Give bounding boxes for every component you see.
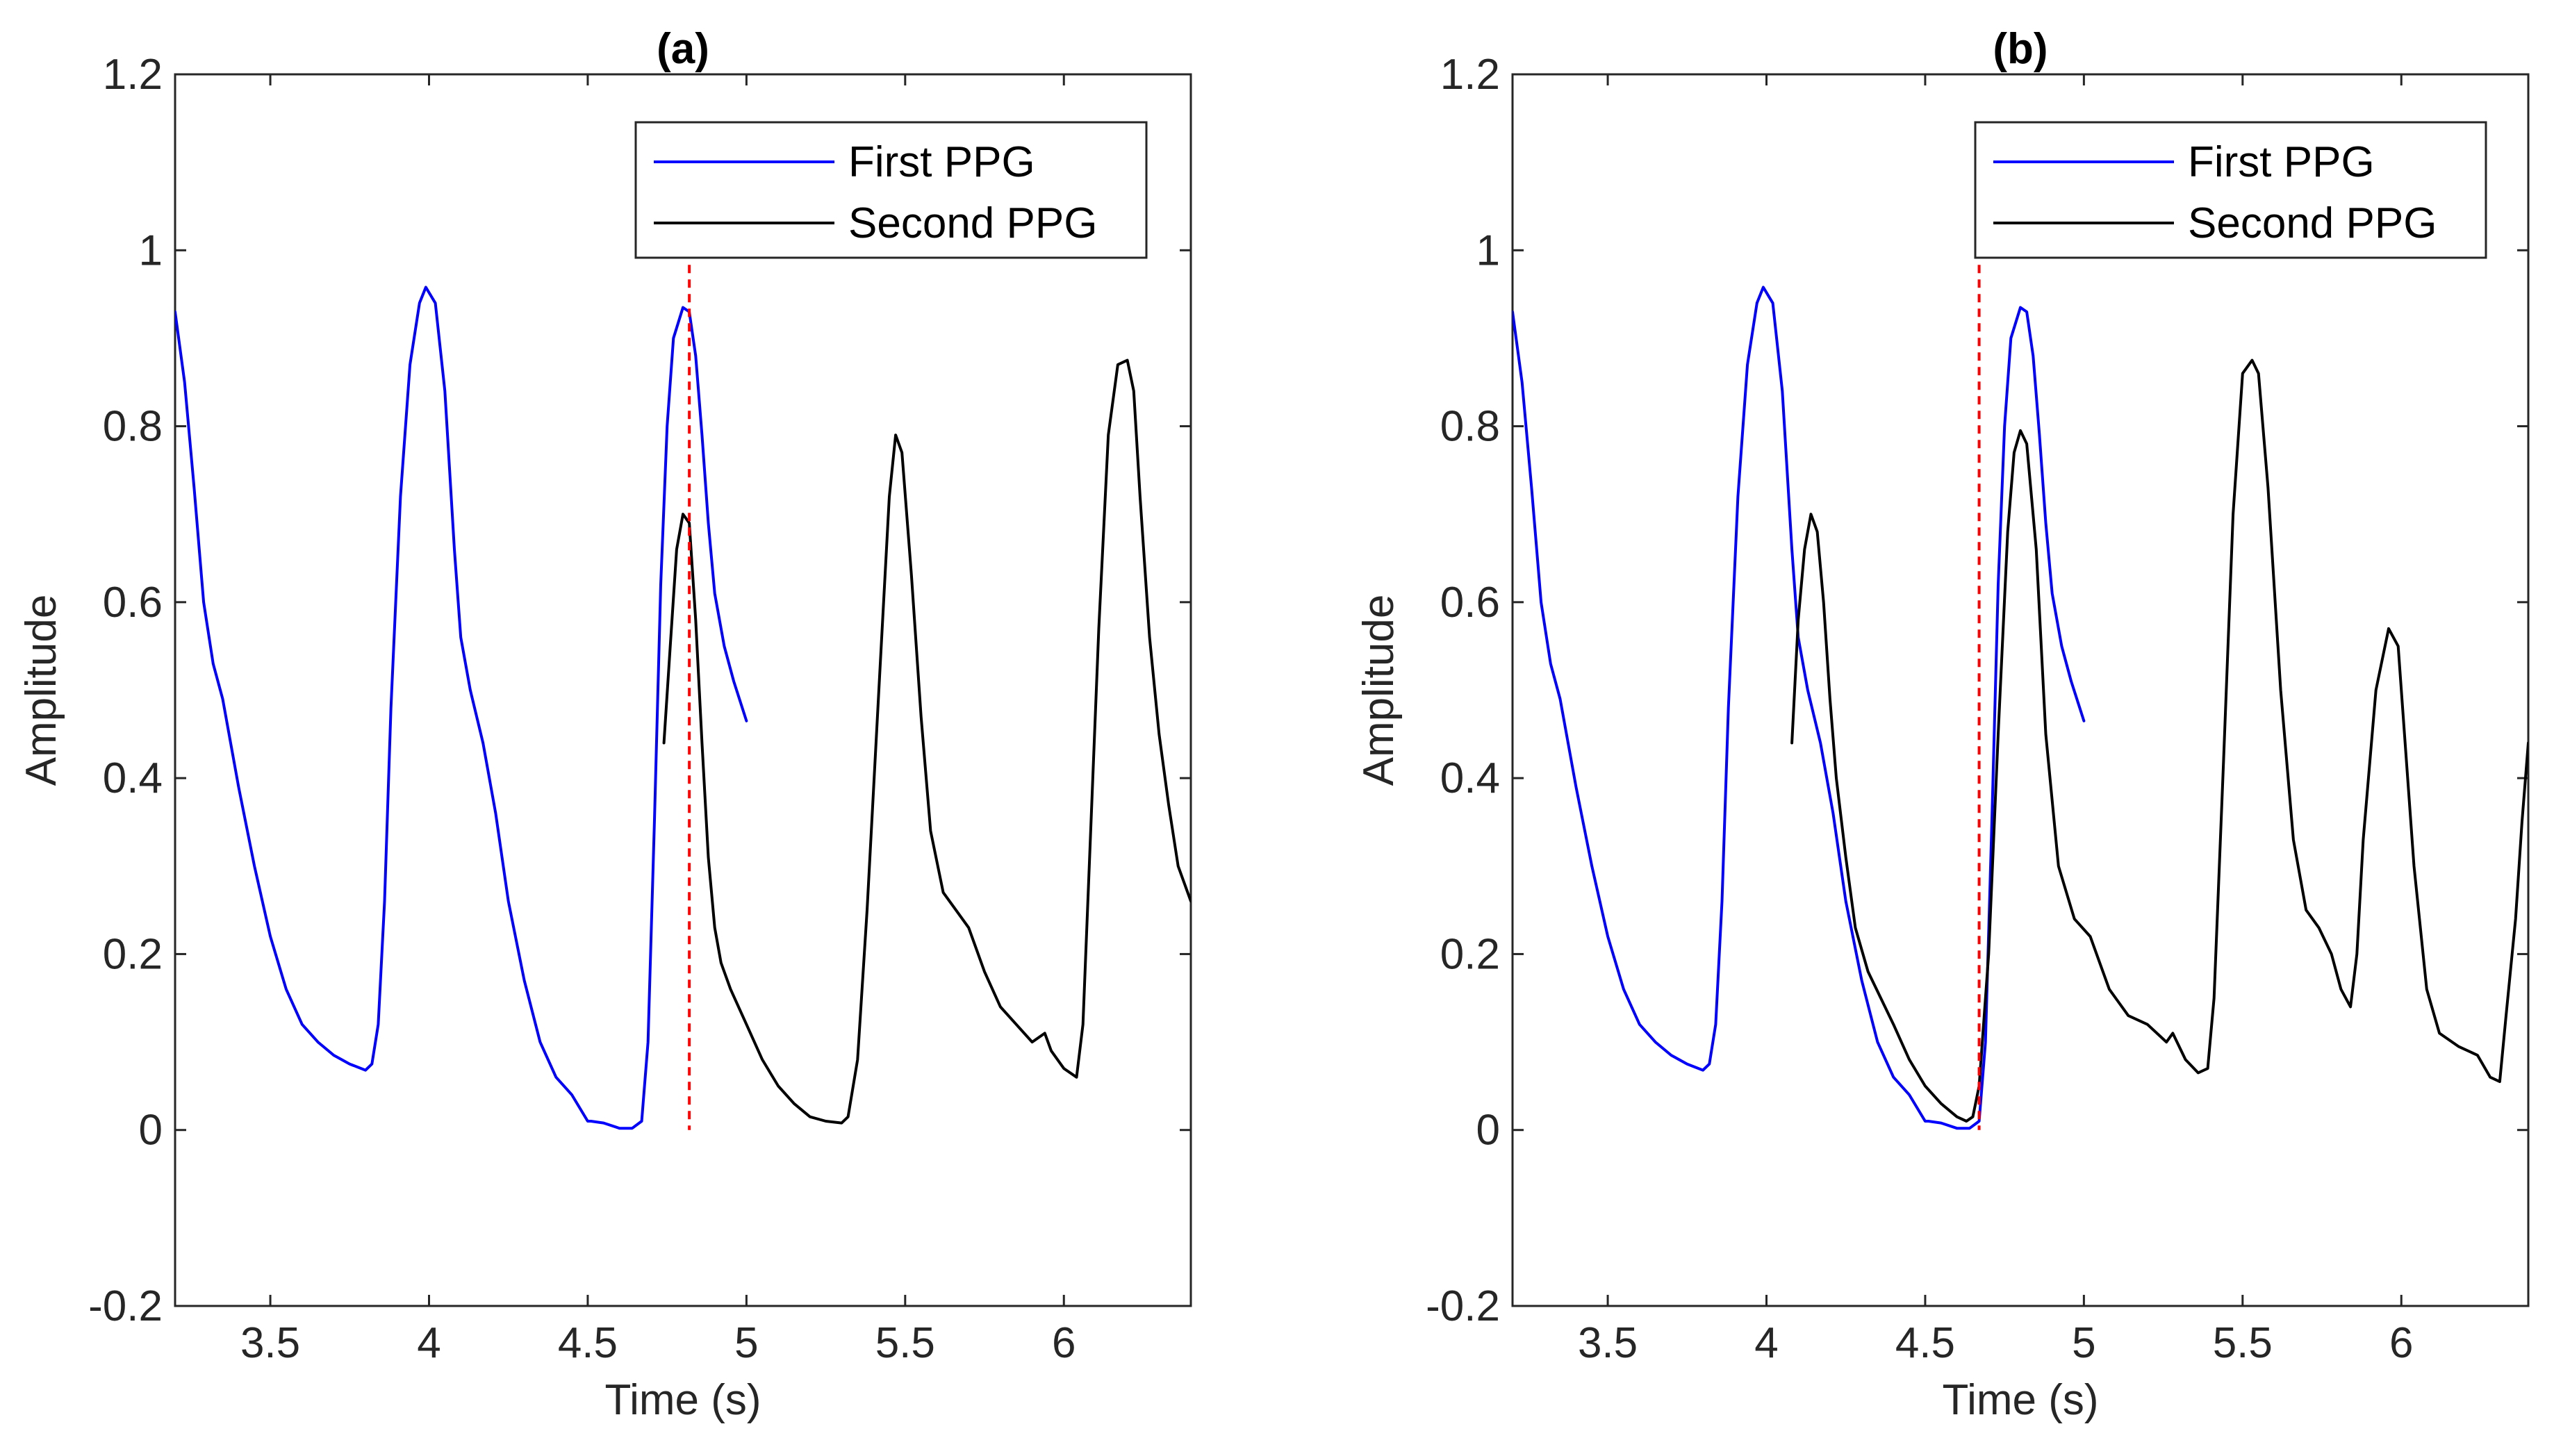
y-tick-label: -0.2 [88, 1282, 163, 1330]
x-tick-label: 3.5 [1578, 1319, 1638, 1367]
y-tick-label: 0.6 [103, 579, 163, 627]
first-ppg-line [1513, 286, 2086, 1130]
y-tick-label: 0.2 [103, 930, 163, 978]
x-tick-label: 4.5 [1895, 1319, 1955, 1367]
x-tick-label: 5.5 [2213, 1319, 2273, 1367]
y-tick-label: 0.4 [103, 754, 163, 802]
legend-label: Second PPG [848, 199, 1097, 247]
x-tick-label: 4.5 [558, 1319, 618, 1367]
y-tick-label: 0.6 [1440, 579, 1500, 627]
x-axis-title: Time (s) [1943, 1376, 2099, 1424]
x-tick-label: 3.5 [240, 1319, 300, 1367]
y-tick-label: 0.8 [103, 403, 163, 451]
y-tick-label: 1.2 [103, 51, 163, 99]
legend-label: Second PPG [2188, 199, 2437, 247]
y-tick-label: 1 [139, 226, 163, 274]
first-ppg-line [175, 286, 748, 1130]
chart-panel-b: -0.2 0 0.2 0.4 0.6 0.8 1 1.2 3.5 4 4.5 5 5.5 6 Time (s… [1355, 25, 2530, 1424]
y-tick-label: 0.2 [1440, 930, 1500, 978]
second-ppg-line [1790, 358, 2528, 1123]
legend-label: First PPG [848, 138, 1035, 186]
x-tick-label: 5.5 [875, 1319, 935, 1367]
chart-panel-a: -0.2 0 0.2 0.4 0.6 0.8 1 1.2 3.5 4 4.5 5 5.5 6 Time (s… [17, 25, 1192, 1424]
plot-area [1513, 250, 2528, 1130]
y-tick-label: 1.2 [1440, 51, 1500, 99]
y-tick-label: 0.8 [1440, 403, 1500, 451]
y-axis-title: Amplitude [17, 595, 65, 786]
legend-box [634, 121, 1148, 259]
y-axis-title: Amplitude [1355, 595, 1403, 786]
plot-frame [1511, 73, 2530, 1307]
x-tick-label: 5 [2072, 1319, 2095, 1367]
y-tick-label: 0 [1476, 1107, 1500, 1155]
panel-title: (b) [1993, 25, 2048, 73]
plot-frame [174, 73, 1192, 1307]
x-tick-label: 4 [1754, 1319, 1778, 1367]
x-tick-label: 6 [1052, 1319, 1076, 1367]
legend-box [1974, 121, 2487, 259]
legend-label: First PPG [2188, 138, 2375, 186]
second-ppg-line [662, 358, 1191, 1125]
y-tick-label: -0.2 [1426, 1282, 1500, 1330]
x-axis-title: Time (s) [605, 1376, 761, 1424]
panel-title: (a) [657, 25, 709, 73]
y-tick-label: 1 [1476, 226, 1500, 274]
plot-area [175, 250, 1191, 1130]
y-tick-label: 0 [139, 1107, 163, 1155]
x-tick-label: 6 [2389, 1319, 2413, 1367]
y-tick-label: 0.4 [1440, 754, 1500, 802]
x-tick-label: 4 [417, 1319, 440, 1367]
x-tick-label: 5 [734, 1319, 758, 1367]
